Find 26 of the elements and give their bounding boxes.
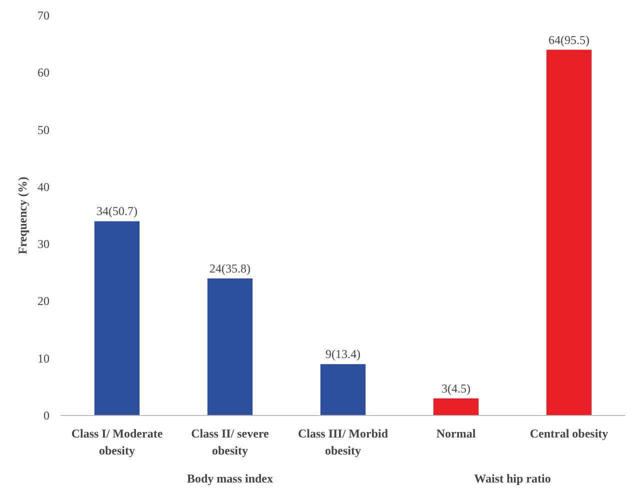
y-tick-label: 50 xyxy=(38,122,50,137)
x-tick-label: Central obesity xyxy=(530,426,608,440)
x-tick-label: Class II/ severe obesity xyxy=(191,426,270,458)
y-axis-title: Frequency (%) xyxy=(16,176,30,254)
bar xyxy=(207,278,253,416)
text: Waist hip ratio xyxy=(474,472,551,486)
data-label: 64(95.5) xyxy=(548,32,590,47)
bar xyxy=(433,398,479,416)
y-tick-label: 0 xyxy=(44,408,50,422)
bar xyxy=(94,221,140,416)
data-label: 24(35.8) xyxy=(210,261,251,276)
x-tick-label: Normal xyxy=(436,426,476,440)
x-tick-label: Class III/ Morbid obesity xyxy=(298,426,388,458)
data-label: 34(50.7) xyxy=(96,204,138,218)
bar xyxy=(320,364,366,416)
x-tick-label: Class I/ Moderate obesity xyxy=(71,426,164,458)
data-label: 3(4.5) xyxy=(442,381,471,396)
y-tick-label: 70 xyxy=(38,8,50,22)
text: Body mass index xyxy=(186,472,274,486)
y-tick-label: 30 xyxy=(38,237,50,252)
y-tick-label: 10 xyxy=(38,351,50,366)
y-tick-label: 40 xyxy=(38,180,50,194)
bar xyxy=(546,50,592,416)
data-label: 9(13.4) xyxy=(326,347,361,362)
y-tick-label: 20 xyxy=(38,294,50,308)
y-tick-label: 60 xyxy=(38,66,50,80)
